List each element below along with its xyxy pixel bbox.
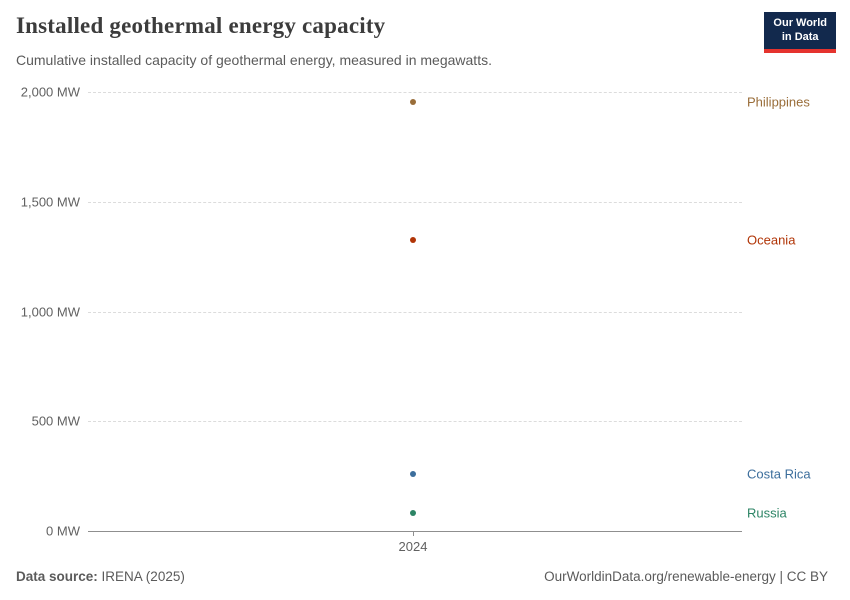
series-label-oceania[interactable]: Oceania bbox=[747, 232, 796, 248]
gridline-2000 bbox=[88, 92, 742, 93]
data-point-costa-rica[interactable] bbox=[410, 470, 416, 477]
x-axis-line bbox=[88, 531, 742, 532]
gridline-500 bbox=[88, 421, 742, 423]
y-tick-label-1000: 1,000 MW bbox=[20, 304, 80, 319]
data-point-philippines[interactable] bbox=[410, 98, 416, 105]
attribution-link[interactable]: OurWorldinData.org/renewable-energy | CC… bbox=[544, 569, 828, 584]
data-source-value: IRENA (2025) bbox=[101, 569, 185, 584]
gridline-1000 bbox=[88, 311, 742, 313]
x-axis-tick-mark bbox=[413, 532, 414, 536]
owid-logo[interactable]: Our World in Data bbox=[764, 12, 836, 53]
data-source-label: Data source: bbox=[16, 569, 98, 584]
data-source: Data source: IRENA (2025) bbox=[16, 569, 185, 584]
x-axis-tick-label: 2024 bbox=[398, 539, 428, 554]
chart-subtitle: Cumulative installed capacity of geother… bbox=[16, 52, 492, 68]
y-tick-label-1500: 1,500 MW bbox=[20, 194, 80, 210]
y-tick-label-500: 500 MW bbox=[31, 413, 80, 429]
data-point-russia[interactable] bbox=[410, 510, 416, 517]
owid-logo-line2: in Data bbox=[781, 31, 819, 44]
data-point-oceania[interactable] bbox=[410, 237, 416, 244]
chart-title: Installed geothermal energy capacity bbox=[16, 13, 386, 38]
series-label-philippines[interactable]: Philippines bbox=[747, 94, 810, 110]
y-tick-label-2000: 2,000 MW bbox=[20, 84, 80, 100]
gridline-1500 bbox=[88, 201, 742, 203]
series-label-russia[interactable]: Russia bbox=[747, 505, 787, 521]
owid-logo-line1: Our World bbox=[773, 17, 827, 29]
series-label-costa-rica[interactable]: Costa Rica bbox=[747, 466, 811, 482]
y-tick-label-0: 0 MW bbox=[46, 523, 80, 539]
